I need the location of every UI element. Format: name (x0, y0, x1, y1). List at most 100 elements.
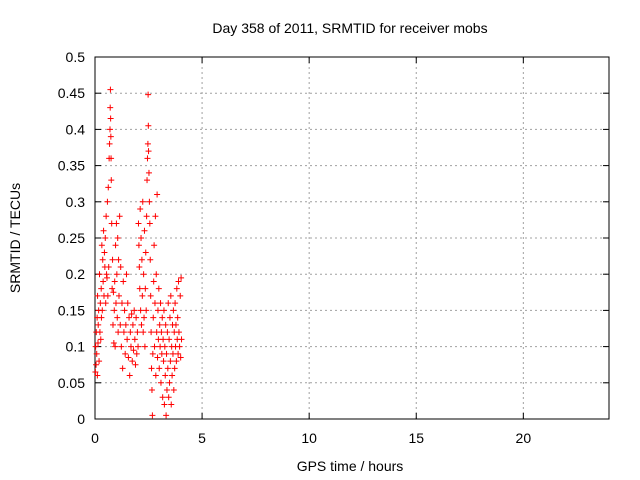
data-point (148, 365, 155, 372)
data-point (103, 274, 110, 281)
data-point (107, 115, 114, 122)
data-point (164, 329, 171, 336)
data-point (147, 256, 154, 263)
y-tick-label: 0.5 (66, 49, 86, 65)
data-point (138, 321, 145, 328)
data-point (165, 394, 172, 401)
data-point (144, 177, 151, 184)
data-point (147, 292, 154, 299)
data-point (106, 126, 113, 133)
data-point (150, 278, 157, 285)
data-point (158, 329, 165, 336)
data-point (175, 329, 182, 336)
data-point (131, 307, 138, 314)
data-point (176, 343, 183, 350)
data-point (175, 350, 182, 357)
data-point (123, 271, 130, 278)
data-point (96, 358, 103, 365)
data-point (164, 365, 171, 372)
y-tick-label: 0.15 (58, 302, 85, 318)
data-point (105, 263, 112, 270)
data-point (124, 336, 131, 343)
y-tick-label: 0.1 (66, 339, 86, 355)
data-point (149, 350, 156, 357)
data-point (173, 285, 180, 292)
data-point (95, 321, 102, 328)
data-point (167, 292, 174, 299)
data-point (148, 329, 155, 336)
x-tick-label: 10 (301, 430, 317, 446)
data-point (96, 271, 103, 278)
chart-title: Day 358 of 2011, SRMTID for receiver mob… (212, 20, 487, 36)
y-axis-ticks: 0 0.05 0.1 0.15 0.2 0.25 0.3 0.35 0.4 0.45 0.5 (58, 49, 609, 427)
data-point (152, 372, 159, 379)
data-point (142, 249, 149, 256)
data-point (109, 285, 116, 292)
data-point (108, 155, 115, 162)
data-point (168, 401, 175, 408)
data-point (126, 314, 133, 321)
data-points (92, 86, 185, 419)
data-point (169, 350, 176, 357)
data-point (166, 379, 173, 386)
data-point (116, 213, 123, 220)
data-point (126, 372, 133, 379)
data-point (118, 300, 125, 307)
data-point (140, 329, 147, 336)
data-point (103, 213, 110, 220)
data-point (108, 177, 115, 184)
data-point (149, 412, 156, 419)
data-point (151, 343, 158, 350)
data-point (151, 242, 158, 249)
x-tick-label: 5 (198, 430, 206, 446)
data-point (143, 307, 150, 314)
data-point (104, 292, 111, 299)
data-point (125, 354, 132, 361)
data-point (172, 321, 179, 328)
x-tick-label: 20 (516, 430, 532, 446)
data-point (137, 206, 144, 213)
data-point (166, 336, 173, 343)
data-point (177, 354, 184, 361)
data-point (153, 271, 160, 278)
data-point (99, 256, 106, 263)
data-point (170, 387, 177, 394)
data-point (170, 307, 177, 314)
data-point (112, 343, 119, 350)
data-point (102, 300, 109, 307)
data-point (109, 321, 116, 328)
data-point (171, 365, 178, 372)
data-point (113, 271, 120, 278)
data-point (134, 329, 141, 336)
data-point (163, 387, 170, 394)
data-point (115, 256, 122, 263)
data-point (166, 314, 173, 321)
data-point (110, 339, 117, 346)
data-point (100, 227, 107, 234)
data-point (122, 321, 129, 328)
data-point (160, 307, 167, 314)
data-point (98, 314, 105, 321)
y-tick-label: 0.3 (66, 194, 86, 210)
data-point (120, 329, 127, 336)
data-point (154, 307, 161, 314)
data-point (139, 292, 146, 299)
data-point (96, 329, 103, 336)
data-point (115, 292, 122, 299)
data-point (165, 300, 172, 307)
data-point (155, 285, 162, 292)
data-point (145, 169, 152, 176)
x-axis-ticks: 0 5 10 15 20 (91, 57, 531, 446)
data-point (152, 213, 159, 220)
data-point (135, 242, 142, 249)
y-tick-label: 0.2 (66, 266, 86, 282)
data-point (115, 329, 122, 336)
x-axis-label: GPS time / hours (297, 458, 404, 474)
data-point (157, 379, 164, 386)
data-point (98, 285, 105, 292)
y-tick-label: 0 (77, 411, 85, 427)
data-point (135, 220, 142, 227)
data-point (156, 365, 163, 372)
data-point (145, 91, 152, 98)
data-point (177, 292, 184, 299)
